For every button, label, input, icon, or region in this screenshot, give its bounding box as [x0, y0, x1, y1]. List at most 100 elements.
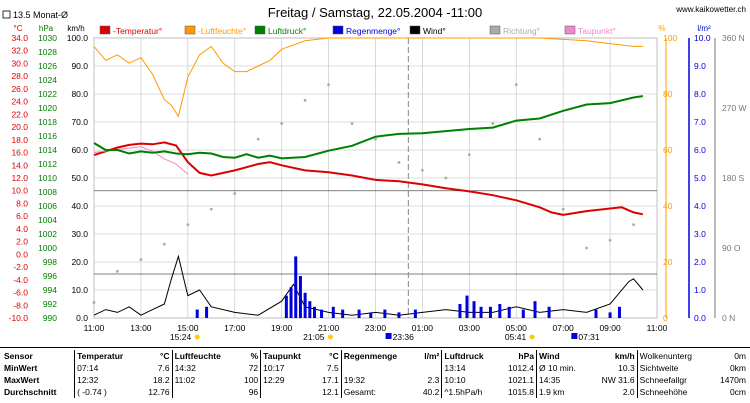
- row-label: Durchschnitt: [4, 387, 57, 397]
- rain-bar: [331, 306, 335, 318]
- humidity-unit-label: %: [658, 24, 665, 33]
- temp-value: 7.6: [157, 363, 170, 373]
- table-divider: [0, 347, 750, 348]
- direction-point: [467, 153, 471, 157]
- humidity-value: 72: [248, 363, 259, 373]
- pressure-axis-tick: 1008: [38, 187, 57, 197]
- temp-axis-tick: 24.0: [11, 97, 28, 107]
- pressure-axis-tick: 998: [43, 257, 57, 267]
- temp-axis-tick: 18.0: [11, 135, 28, 145]
- time-marker-label: 21:05: [303, 332, 325, 342]
- pressure-axis-tick: 1022: [38, 89, 57, 99]
- x-tick-label: 09:00: [599, 323, 621, 333]
- header-temperature: Temperatur: [74, 350, 140, 362]
- humidity-axis-tick: 20: [663, 257, 673, 267]
- direction-point: [256, 137, 260, 141]
- header-pressure: Luftdruck: [441, 350, 498, 362]
- direction-point: [303, 98, 307, 102]
- temp-axis-tick: -10.0: [9, 313, 29, 323]
- monthly-average-label: 13.5 Monat-Ø: [13, 10, 68, 20]
- legend: -Temperatur° -Luftfeuchte° Luftdruck° Regen…: [99, 25, 616, 36]
- humidity-axis-tick: 80: [663, 89, 673, 99]
- legend-swatch: [254, 25, 266, 35]
- temp-axis-tick: -8.0: [13, 300, 28, 310]
- header-temperature-unit: °C: [160, 351, 170, 361]
- series-line-luftfeuchte: [93, 37, 643, 118]
- direction-point: [209, 207, 213, 211]
- direction-point: [162, 242, 166, 246]
- rain-bar: [413, 309, 417, 318]
- pressure-time: 13:14: [441, 362, 498, 374]
- time-markers: 15:24 21:05 23:36 05:41 07:31: [170, 332, 600, 342]
- pressure-axis-tick: 1012: [38, 159, 57, 169]
- rain-axis-tick: 9.0: [694, 61, 706, 71]
- legend-swatch: [184, 25, 196, 35]
- cloudbase-value: 0m: [734, 351, 746, 361]
- rain-bar: [533, 301, 537, 318]
- rain-bar: [205, 306, 209, 318]
- legend-label: -Luftfeuchte°: [198, 26, 246, 36]
- header-wind: Wind: [536, 350, 590, 362]
- time-marker-label: 15:24: [170, 332, 192, 342]
- legend-swatch: [489, 25, 501, 35]
- humidity-axis-tick: 0: [663, 313, 668, 323]
- direction-point: [538, 137, 542, 141]
- temp-unit-label: °C: [14, 24, 23, 33]
- rain-bar: [488, 306, 492, 318]
- humidity-value: 100: [243, 375, 259, 385]
- pressure-axis-tick: 1002: [38, 229, 57, 239]
- extra-label: Schneefallgr: [636, 374, 710, 386]
- direction-axis-tick: 0 N: [722, 313, 735, 323]
- pressure-unit-label: hPa: [39, 24, 54, 33]
- pressure-axis-tick: 1024: [38, 75, 57, 85]
- legend-swatch: [99, 25, 111, 35]
- temp-value: 18.2: [153, 375, 170, 385]
- temp-axis-tick: 2.0: [16, 237, 28, 247]
- direction-point: [186, 223, 190, 227]
- temp-axis-tick: -4.0: [13, 275, 28, 285]
- time-marker-label: 23:36: [393, 332, 415, 342]
- rain-bar: [458, 304, 462, 318]
- temp-axis-tick: -6.0: [13, 288, 28, 298]
- header-rain: Regenmenge: [340, 350, 416, 362]
- rain-bar: [608, 312, 612, 318]
- direction-point: [327, 83, 330, 87]
- rain-bar: [547, 306, 551, 318]
- humidity-time: 14:32: [171, 362, 237, 374]
- monthly-average-checkbox[interactable]: [2, 10, 11, 19]
- table-header-row: Sensor Temperatur °C Luftfeuchte % Taupu…: [2, 350, 748, 362]
- pressure-axis-tick: 1026: [38, 61, 57, 71]
- dewpoint-time: 10:17: [260, 362, 315, 374]
- rain-bar: [369, 312, 373, 318]
- direction-point: [92, 301, 96, 304]
- rain-bar: [479, 306, 483, 318]
- header-humidity: Luftfeuchte: [171, 350, 237, 362]
- rain-bar: [294, 256, 298, 318]
- direction-point: [514, 83, 518, 87]
- direction-point: [233, 192, 237, 195]
- direction-point: [374, 137, 377, 141]
- direction-point: [421, 168, 424, 172]
- temp-axis-tick: 20.0: [11, 122, 28, 132]
- temp-axis-tick: 14.0: [11, 160, 28, 170]
- x-tick-label: 05:00: [506, 323, 528, 333]
- legend-label: Taupunkt°: [578, 26, 616, 36]
- dewpoint-time: [260, 386, 315, 398]
- temp-axis-tick: 8.0: [16, 198, 28, 208]
- sun-icon: [194, 334, 200, 340]
- wind-axis-tick: 80.0: [71, 89, 88, 99]
- temp-axis-tick: 22.0: [11, 109, 28, 119]
- rain-axis-tick: 0.0: [694, 313, 706, 323]
- direction-axis-tick: 360 N: [722, 33, 745, 43]
- legend-label: Luftdruck°: [268, 26, 306, 36]
- temp-time: ( -0.74 ): [74, 386, 140, 398]
- extra-label: Schneehöhe: [636, 386, 710, 398]
- rain-unit-label: l/m²: [697, 24, 711, 33]
- wind-axis-tick: 50.0: [71, 173, 88, 183]
- rain-axis-tick: 5.0: [694, 173, 706, 183]
- x-tick-label: 13:00: [130, 323, 152, 333]
- humidity-time: [171, 386, 237, 398]
- rain-bar: [195, 309, 199, 318]
- humidity-time: 11:02: [171, 374, 237, 386]
